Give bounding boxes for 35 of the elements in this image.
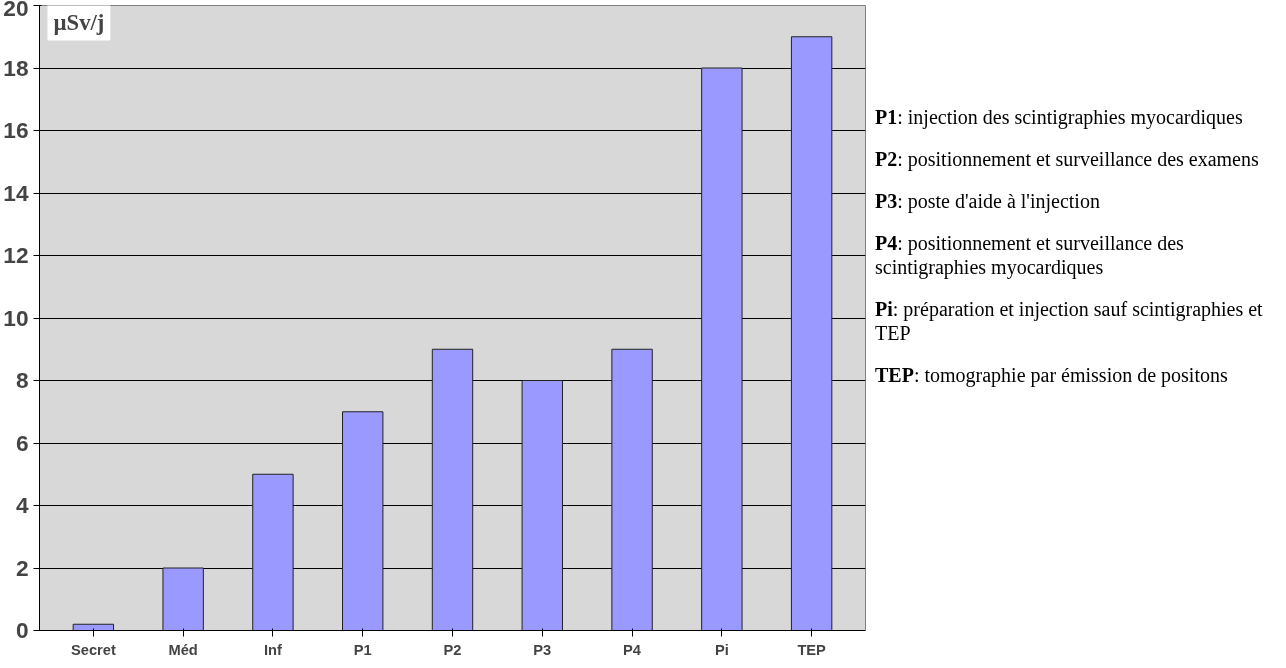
x-tick-label: P1 <box>353 641 372 658</box>
y-tick-label: 12 <box>3 242 29 268</box>
x-tick-label: P4 <box>623 641 642 658</box>
x-tick-label: Inf <box>263 641 283 658</box>
bar <box>701 67 743 631</box>
y-tick-label: 2 <box>15 554 29 581</box>
y-tick-label: 10 <box>3 304 29 331</box>
x-tick-label: Méd <box>168 641 198 658</box>
text: P1: injection des scintigraphies myocardiques <box>875 105 1244 129</box>
bar <box>162 567 204 631</box>
y-tick-label: 0 <box>15 617 29 643</box>
text: P4: positionnement et surveillance des scintigraphies myocardiques <box>875 231 1185 279</box>
y-tick-label: 16 <box>3 117 29 143</box>
x-tick-label: TEP <box>797 641 827 658</box>
y-tick-label: 6 <box>15 429 29 456</box>
y-axis-title: µSv/j <box>53 9 105 35</box>
text: P2: positionnement et surveillance des examens <box>875 147 1260 171</box>
x-tick-label: P2 <box>443 641 462 658</box>
bar <box>431 348 474 631</box>
x-tick-label: Pi <box>714 641 729 658</box>
bar <box>790 36 833 631</box>
y-tick-label: 18 <box>3 54 29 81</box>
y-tick-label: 4 <box>15 492 29 518</box>
bar <box>521 380 563 631</box>
text: P3: poste d'aide à l'injection <box>875 189 1101 213</box>
x-tick-label: Secret <box>70 641 116 658</box>
y-tick-label: 14 <box>3 179 29 206</box>
bar <box>611 348 653 631</box>
bar <box>342 411 384 631</box>
text: TEP: tomographie par émission de positons <box>875 363 1229 387</box>
y-tick-label: 8 <box>15 367 29 393</box>
x-tick-label: P3 <box>533 641 552 658</box>
bar <box>252 473 294 631</box>
y-tick-label: 20 <box>3 0 29 21</box>
text: Pi: préparation et injection sauf scintigraphies et TEP <box>875 297 1264 345</box>
